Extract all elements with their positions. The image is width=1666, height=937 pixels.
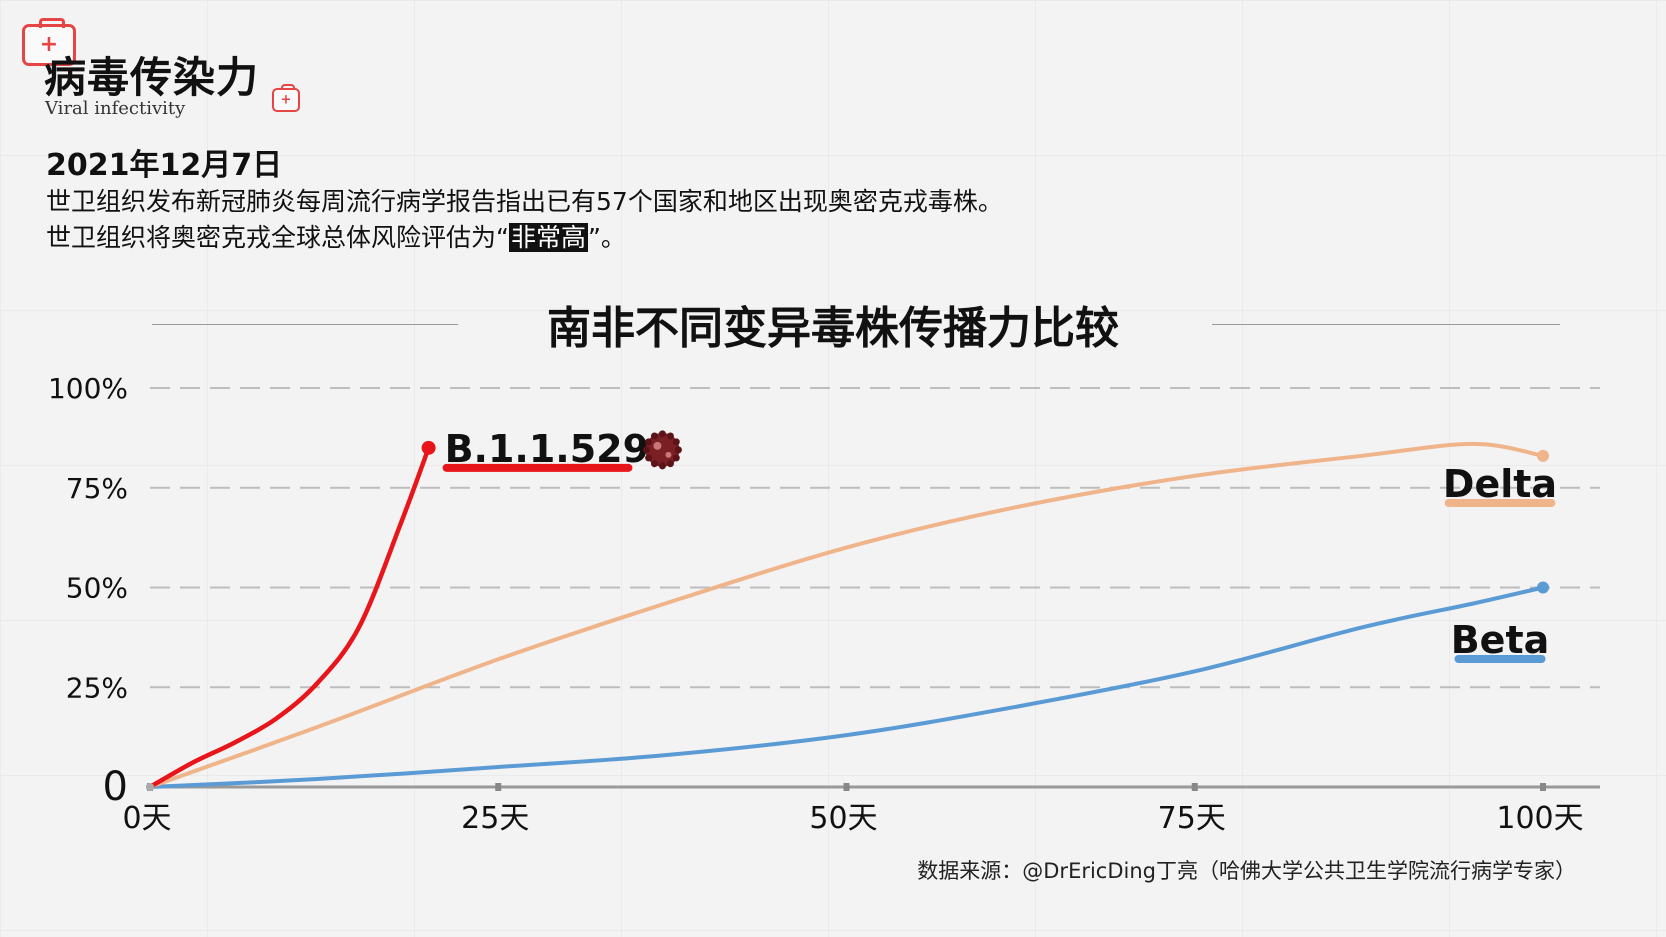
series-label: B.1.1.529 xyxy=(445,427,649,471)
small-medical-kit-icon: + xyxy=(272,84,300,112)
virus-icon-spike xyxy=(650,432,658,440)
page-title: 病毒传染力 xyxy=(44,53,260,102)
x-tick-mark xyxy=(495,783,502,791)
series-start-point xyxy=(146,783,154,791)
virus-icon-spike xyxy=(650,460,658,468)
y-tick-label: 75% xyxy=(66,472,128,505)
y-tick-label: 25% xyxy=(66,671,128,704)
x-tick-mark xyxy=(1540,783,1546,791)
virus-icon-spike xyxy=(674,446,682,454)
chart-title-bar: 南非不同变异毒株传播力比较 xyxy=(0,292,1666,354)
description-text-before: 世卫组织将奥密克戎全球总体风险评估为“ xyxy=(46,223,509,252)
series-end-point xyxy=(421,440,436,455)
virus-icon-spike xyxy=(658,430,666,438)
page-subtitle: Viral infectivity xyxy=(45,98,186,119)
medical-kit-icon: + xyxy=(22,18,76,66)
series-label-underline xyxy=(442,463,633,472)
series-label-underline xyxy=(1454,655,1546,663)
virus-icon-spot xyxy=(653,441,662,450)
virus-icon-spike xyxy=(658,462,666,470)
virus-icon-spike xyxy=(642,446,650,454)
data-source: 数据来源：@DrEricDing丁亮（哈佛大学公共卫生学院流行病学专家） xyxy=(917,859,1576,883)
series-label: Beta xyxy=(1451,618,1550,662)
series-line xyxy=(147,445,431,790)
risk-highlight: 非常高 xyxy=(508,223,588,252)
x-tick-label: 0天 xyxy=(122,801,171,836)
virus-icon-spike xyxy=(666,432,674,440)
title-divider-left xyxy=(152,324,458,325)
series-label-underline xyxy=(1444,499,1556,507)
x-tick-mark xyxy=(843,783,850,791)
series-line xyxy=(148,441,1545,789)
virus-icon-spike xyxy=(645,438,653,446)
y-tick-label: 50% xyxy=(66,572,128,605)
description-line-1: 世卫组织发布新冠肺炎每周流行病学报告指出已有57个国家和地区出现奥密克戎毒株。 xyxy=(46,187,1003,216)
series-label: Delta xyxy=(1443,462,1557,506)
description-text-after: ”。 xyxy=(587,223,626,252)
virus-icon-spike xyxy=(645,454,653,462)
virus-icon xyxy=(645,432,680,467)
virus-icon-spike xyxy=(672,454,680,462)
y-tick-label: 0 xyxy=(103,764,128,810)
series-end-point xyxy=(1537,449,1549,462)
x-tick-label: 25天 xyxy=(461,801,529,836)
description-line-2: 世卫组织将奥密克戎全球总体风险评估为“非常高”。 xyxy=(46,218,626,254)
x-tick-label: 50天 xyxy=(809,801,877,836)
series-line xyxy=(148,585,1545,789)
y-tick-label: 100% xyxy=(48,372,128,405)
title-divider-right xyxy=(1212,324,1560,325)
report-date: 2021年12月7日 xyxy=(46,148,283,183)
x-tick-label: 75天 xyxy=(1158,801,1226,836)
virus-icon-spike xyxy=(666,460,674,468)
virus-icon-spot xyxy=(665,451,672,458)
x-tick-mark xyxy=(1191,783,1198,791)
virus-icon-spike xyxy=(672,438,680,446)
chart-title: 南非不同变异毒株传播力比较 xyxy=(547,303,1119,354)
x-tick-label: 100天 xyxy=(1496,801,1583,836)
series-end-point xyxy=(1537,581,1549,594)
